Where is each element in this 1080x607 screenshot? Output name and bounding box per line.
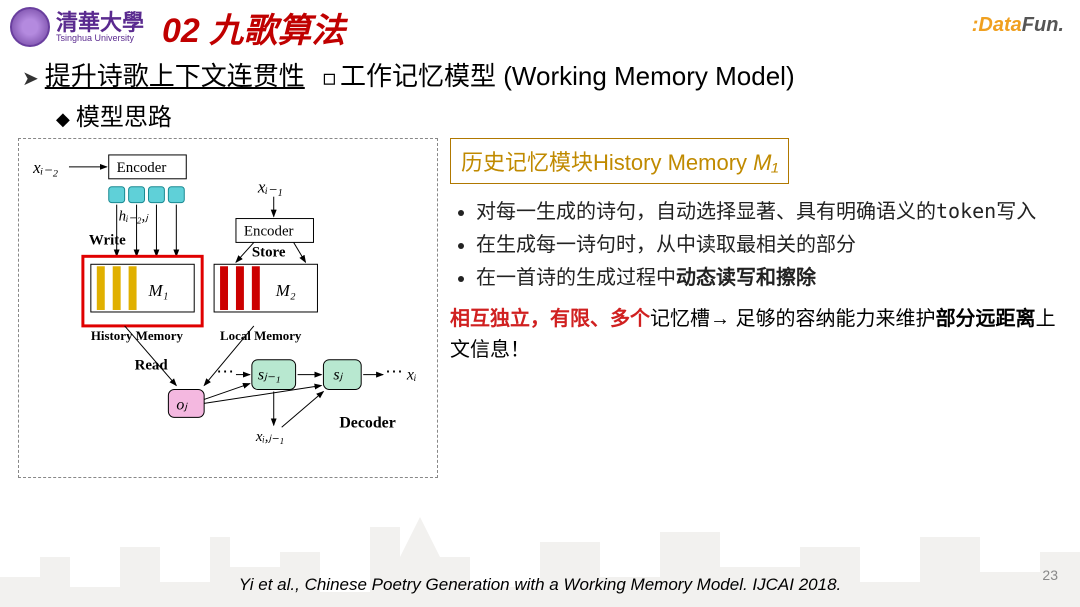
- logo-en: Tsinghua University: [56, 34, 144, 43]
- diag-xi2: xᵢ₋₂: [32, 158, 58, 177]
- datafun-logo: :DataFun.: [972, 14, 1064, 37]
- diag-write: Write: [89, 232, 126, 248]
- tsinghua-logo-text: 清華大學 Tsinghua University: [56, 12, 144, 43]
- diag-dec: Decoder: [339, 414, 395, 431]
- diag-sj: sⱼ: [333, 367, 343, 384]
- module-title: 历史记忆模块History Memory M₁: [450, 138, 789, 184]
- diag-m1: M₁: [147, 281, 168, 300]
- diag-hij: hᵢ₋₂,ⱼ: [119, 209, 150, 225]
- diag-xij1: xᵢ,ⱼ₋₁: [255, 429, 284, 445]
- slide-header: 清華大學 Tsinghua University 02 九歌算法 :DataFu…: [0, 0, 1080, 50]
- citation: Yi et al., Chinese Poetry Generation wit…: [0, 575, 1080, 595]
- diag-local: Local Memory: [220, 328, 302, 343]
- architecture-diagram: xᵢ₋₂ Encoder hᵢ₋₂,ⱼ Write: [18, 138, 438, 478]
- diag-xi: xᵢ: [406, 367, 417, 384]
- diag-xi1: xᵢ₋₁: [257, 178, 283, 197]
- diag-tokens: [109, 187, 185, 203]
- square-bullet-icon: ◻: [323, 66, 336, 91]
- subheadline-row: ◆模型思路: [0, 93, 1080, 132]
- logo-cn: 清華大學: [56, 12, 144, 34]
- svg-text:⋯: ⋯: [385, 362, 403, 382]
- diamond-bullet-icon: ◆: [56, 109, 70, 129]
- text-column: 历史记忆模块History Memory M₁ 对每一生成的诗句，自动选择显著、…: [450, 138, 1062, 478]
- bullet-list: 对每一生成的诗句，自动选择显著、具有明确语义的token写入 在生成每一诗句时，…: [450, 196, 1062, 294]
- diag-oj: oⱼ: [176, 396, 188, 413]
- headline-row: ➤提升诗歌上下文连贯性 ◻工作记忆模型 (Working Memory Mode…: [0, 50, 1080, 93]
- diag-m2: M₂: [275, 281, 296, 300]
- headline-left: ➤提升诗歌上下文连贯性: [22, 56, 305, 93]
- diag-sj1: sⱼ₋₁: [258, 367, 281, 384]
- summary-para: 相互独立，有限、多个记忆槽→ 足够的容纳能力来维护部分远距离上文信息！: [450, 304, 1062, 366]
- diagram-column: xᵢ₋₂ Encoder hᵢ₋₂,ⱼ Write: [18, 138, 438, 478]
- diag-store: Store: [252, 244, 286, 260]
- svg-text:⋯: ⋯: [216, 362, 234, 382]
- bullet-2: 在生成每一诗句时，从中读取最相关的部分: [476, 230, 1062, 261]
- diag-enc2: Encoder: [244, 223, 294, 239]
- section-title: 02 九歌算法: [162, 3, 345, 52]
- triangle-bullet-icon: ➤: [22, 68, 39, 90]
- diag-enc1: Encoder: [117, 160, 167, 176]
- main-content: xᵢ₋₂ Encoder hᵢ₋₂,ⱼ Write: [0, 132, 1080, 478]
- page-number: 23: [1042, 567, 1058, 583]
- bullet-3: 在一首诗的生成过程中动态读写和擦除: [476, 263, 1062, 294]
- tsinghua-seal-icon: [10, 7, 50, 47]
- headline-right: ◻工作记忆模型 (Working Memory Model): [323, 56, 795, 93]
- bullet-1: 对每一生成的诗句，自动选择显著、具有明确语义的token写入: [476, 196, 1062, 228]
